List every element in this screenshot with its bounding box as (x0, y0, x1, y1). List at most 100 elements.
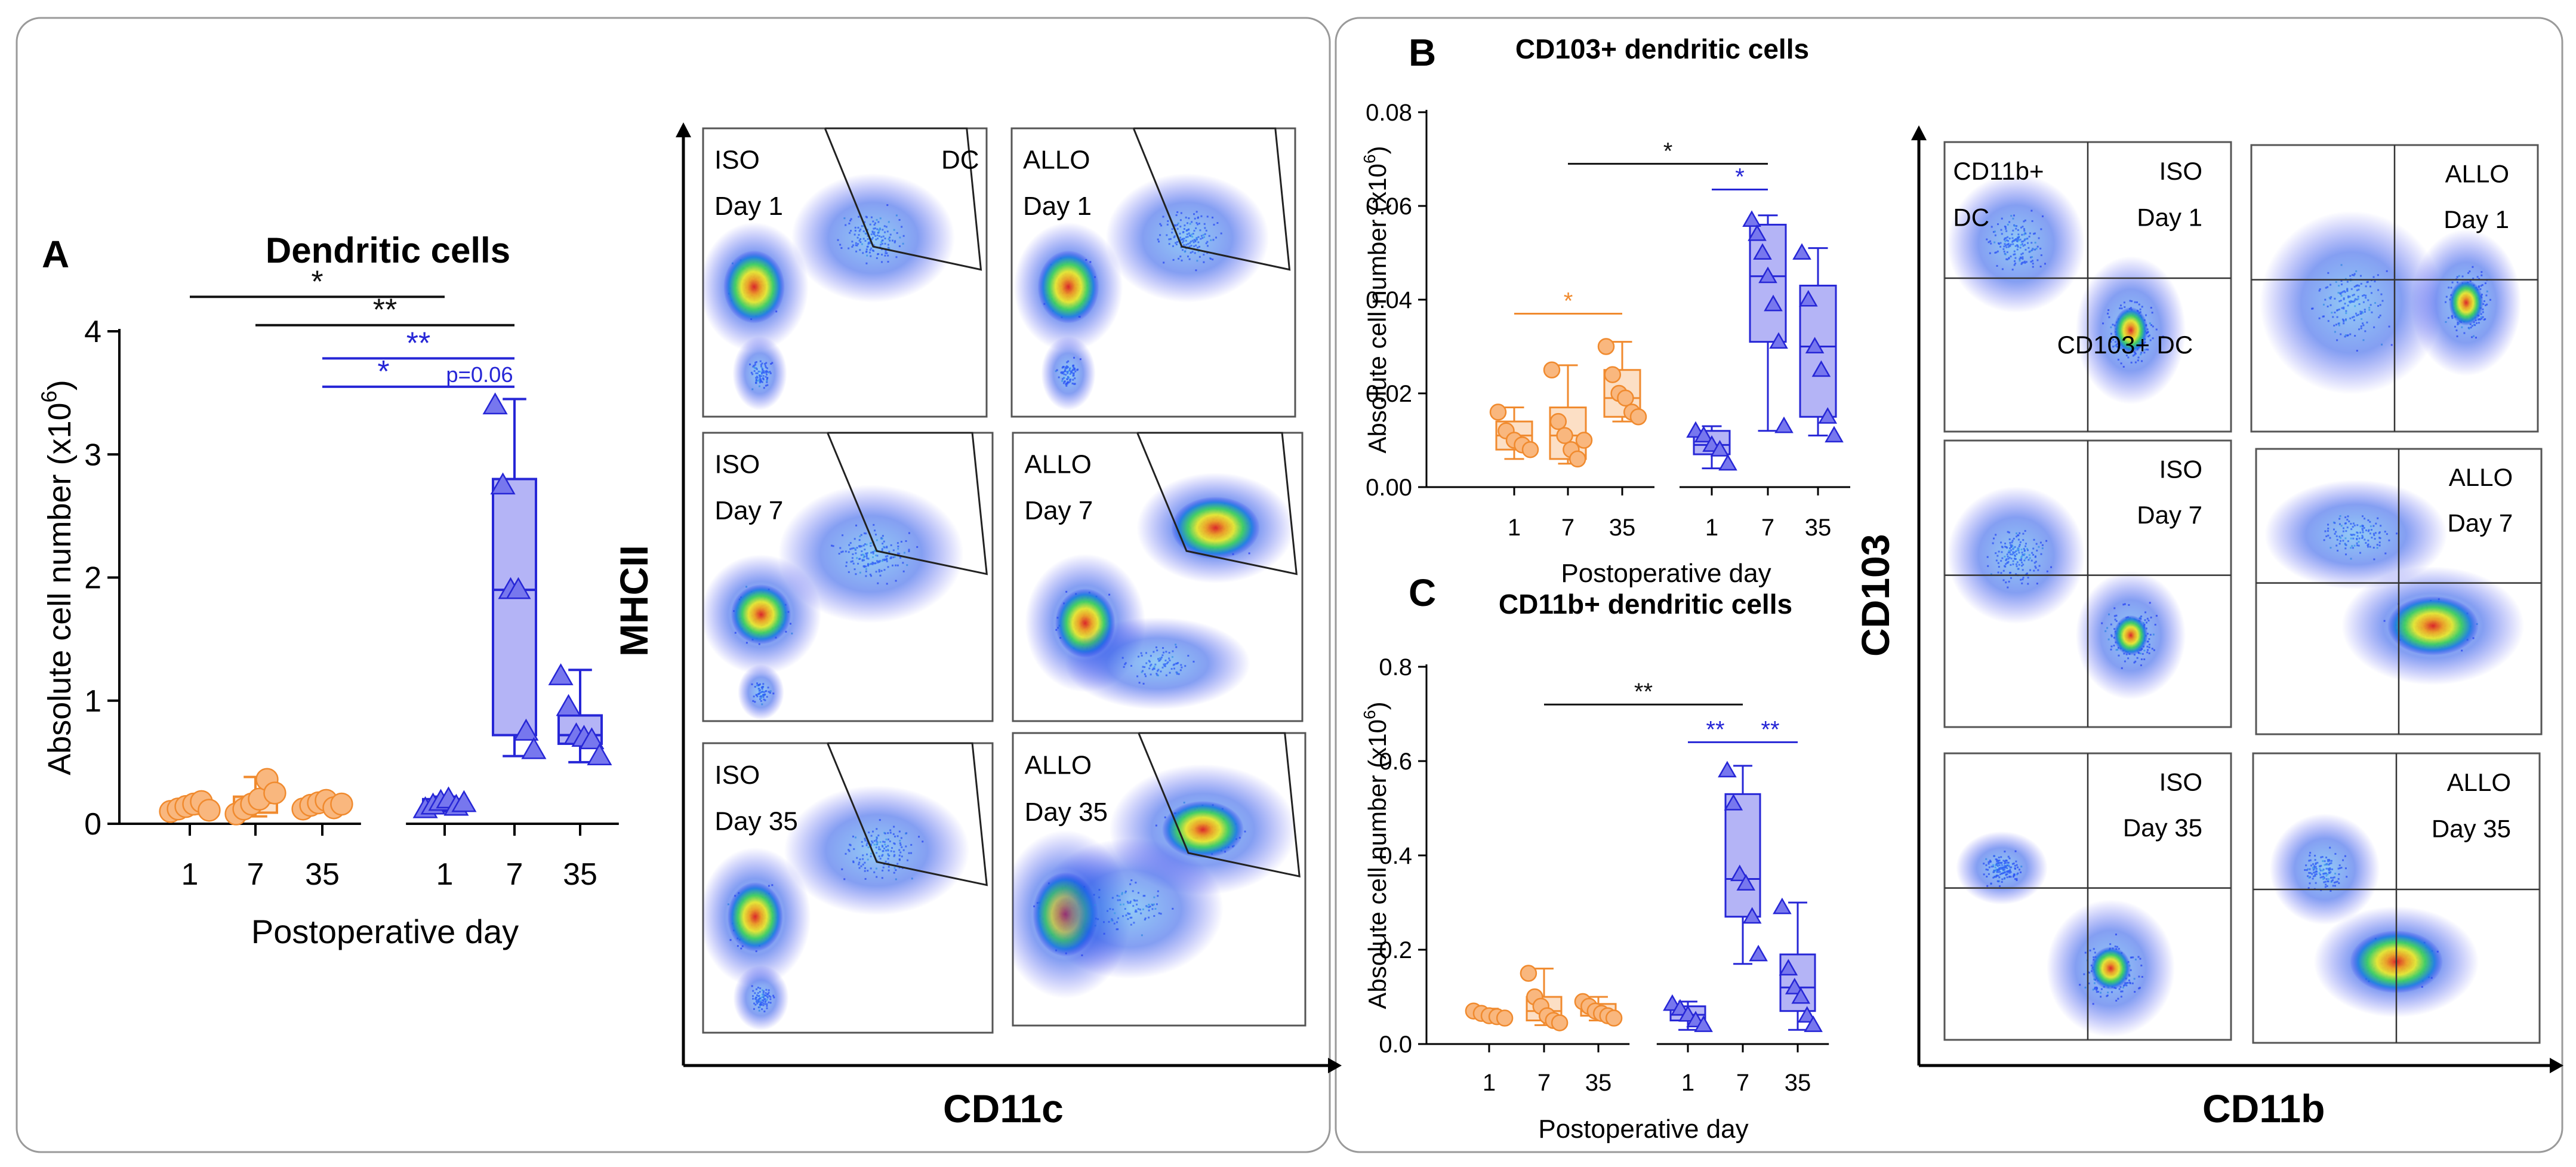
data-point (1792, 243, 1811, 260)
flow-a-y-arrow (676, 122, 691, 137)
scatter-area (703, 785, 970, 1031)
box-allo-day-7 (1718, 760, 1768, 965)
density-core (1171, 497, 1260, 559)
group-label: ISO (714, 146, 760, 175)
x-tick-label: 1 (1681, 1070, 1694, 1096)
x-tick-label: 1 (436, 857, 454, 892)
data-point (1617, 389, 1634, 407)
data-point (1779, 959, 1798, 976)
x-tick-label: 35 (1805, 515, 1832, 541)
density-core (2113, 307, 2148, 354)
flow-a-ylabel: MHCII (612, 545, 656, 657)
box-iqr (1749, 223, 1787, 343)
density-cloud (1105, 173, 1269, 303)
chart-b-cd103-dendritic-cells: CD103+ dendritic cells0.000.020.040.060.… (1360, 33, 1850, 588)
data-point (1742, 907, 1762, 924)
quadrant-upper-left-label-2: DC (1953, 204, 1989, 232)
data-point (451, 790, 477, 812)
data-point (1710, 440, 1730, 457)
data-point (1605, 1009, 1623, 1027)
density-cloud (1947, 486, 2085, 624)
significance-label: p=0.06 (446, 362, 513, 387)
box-iso-day-35 (1574, 993, 1623, 1027)
data-point (1556, 427, 1573, 444)
data-point (1604, 366, 1622, 383)
day-label: Day 7 (2137, 501, 2202, 529)
group-label: ALLO (2445, 159, 2509, 187)
y-tick-label: 3 (84, 438, 101, 472)
density-cloud (2264, 479, 2448, 590)
flow-b-xlabel: CD11b (2202, 1086, 2325, 1131)
data-point (1671, 999, 1690, 1016)
y-tick-label: 0.08 (1366, 100, 1412, 126)
box-allo-day-7 (482, 392, 547, 759)
density-cloud (2260, 211, 2443, 395)
data-point (1753, 243, 1772, 260)
significance-label: * (1735, 164, 1745, 190)
data-point (1774, 416, 1794, 433)
data-point (1764, 294, 1783, 312)
scatter-area (1013, 763, 1297, 999)
box-allo-day-7 (1742, 210, 1794, 433)
x-tick-label: 1 (181, 857, 199, 892)
day-label: Day 7 (714, 496, 783, 525)
density-core (2449, 279, 2483, 326)
chart-title: CD103+ dendritic cells (1515, 33, 1809, 64)
day-label: Day 7 (2447, 509, 2513, 537)
x-tick-label: 1 (1483, 1070, 1496, 1096)
scatter-area (703, 173, 955, 411)
y-axis-label: Absolute cell number (x106) (1360, 701, 1391, 1009)
x-tick-label: 35 (1785, 1070, 1811, 1096)
data-point (1749, 944, 1768, 962)
y-tick-label: 0.2 (1379, 937, 1412, 963)
x-axis-label: Postoperative day (251, 913, 519, 950)
significance-label: * (377, 355, 389, 389)
density-core (1161, 800, 1244, 858)
data-point (1489, 404, 1507, 421)
y-tick-label: 0.4 (1379, 843, 1412, 869)
data-point (1804, 1015, 1823, 1032)
day-label: Day 35 (1025, 797, 1108, 827)
density-core (2113, 615, 2148, 655)
y-tick-label: 0.8 (1379, 654, 1412, 681)
density-cloud (1041, 336, 1096, 411)
scatter-area (1013, 173, 1269, 411)
density-cloud (784, 785, 970, 916)
data-point (263, 781, 286, 805)
box-allo-day-1 (1686, 421, 1737, 471)
data-point (1748, 224, 1767, 241)
panel-letter-c: C (1409, 571, 1436, 614)
density-core (727, 882, 783, 952)
density-cloud (1947, 174, 2085, 313)
data-point (330, 792, 353, 816)
scatter-area (703, 484, 964, 720)
data-point (1718, 454, 1737, 471)
x-tick-label: 35 (1609, 515, 1636, 541)
quadrant-upper-left-label: CD11b+ (1953, 157, 2044, 185)
y-tick-label: 0.00 (1366, 475, 1412, 501)
box-allo-day-1 (412, 786, 477, 818)
y-tick-label: 0.6 (1379, 749, 1412, 775)
data-point (1521, 441, 1539, 458)
density-cloud (1065, 617, 1250, 710)
data-point (1730, 864, 1749, 882)
data-point (1629, 408, 1647, 426)
data-point (1543, 361, 1561, 378)
flow-a-x-arrow (1328, 1058, 1342, 1073)
y-tick-label: 0 (84, 807, 101, 842)
x-axis-label: Postoperative day (1561, 559, 1771, 588)
x-tick-label: 35 (1585, 1070, 1612, 1096)
scatter-area (2260, 211, 2522, 395)
density-cloud (732, 336, 787, 411)
data-point (1496, 1009, 1514, 1027)
significance-label: * (311, 264, 323, 299)
y-tick-label: 2 (84, 561, 101, 596)
day-label: Day 7 (1024, 496, 1093, 525)
